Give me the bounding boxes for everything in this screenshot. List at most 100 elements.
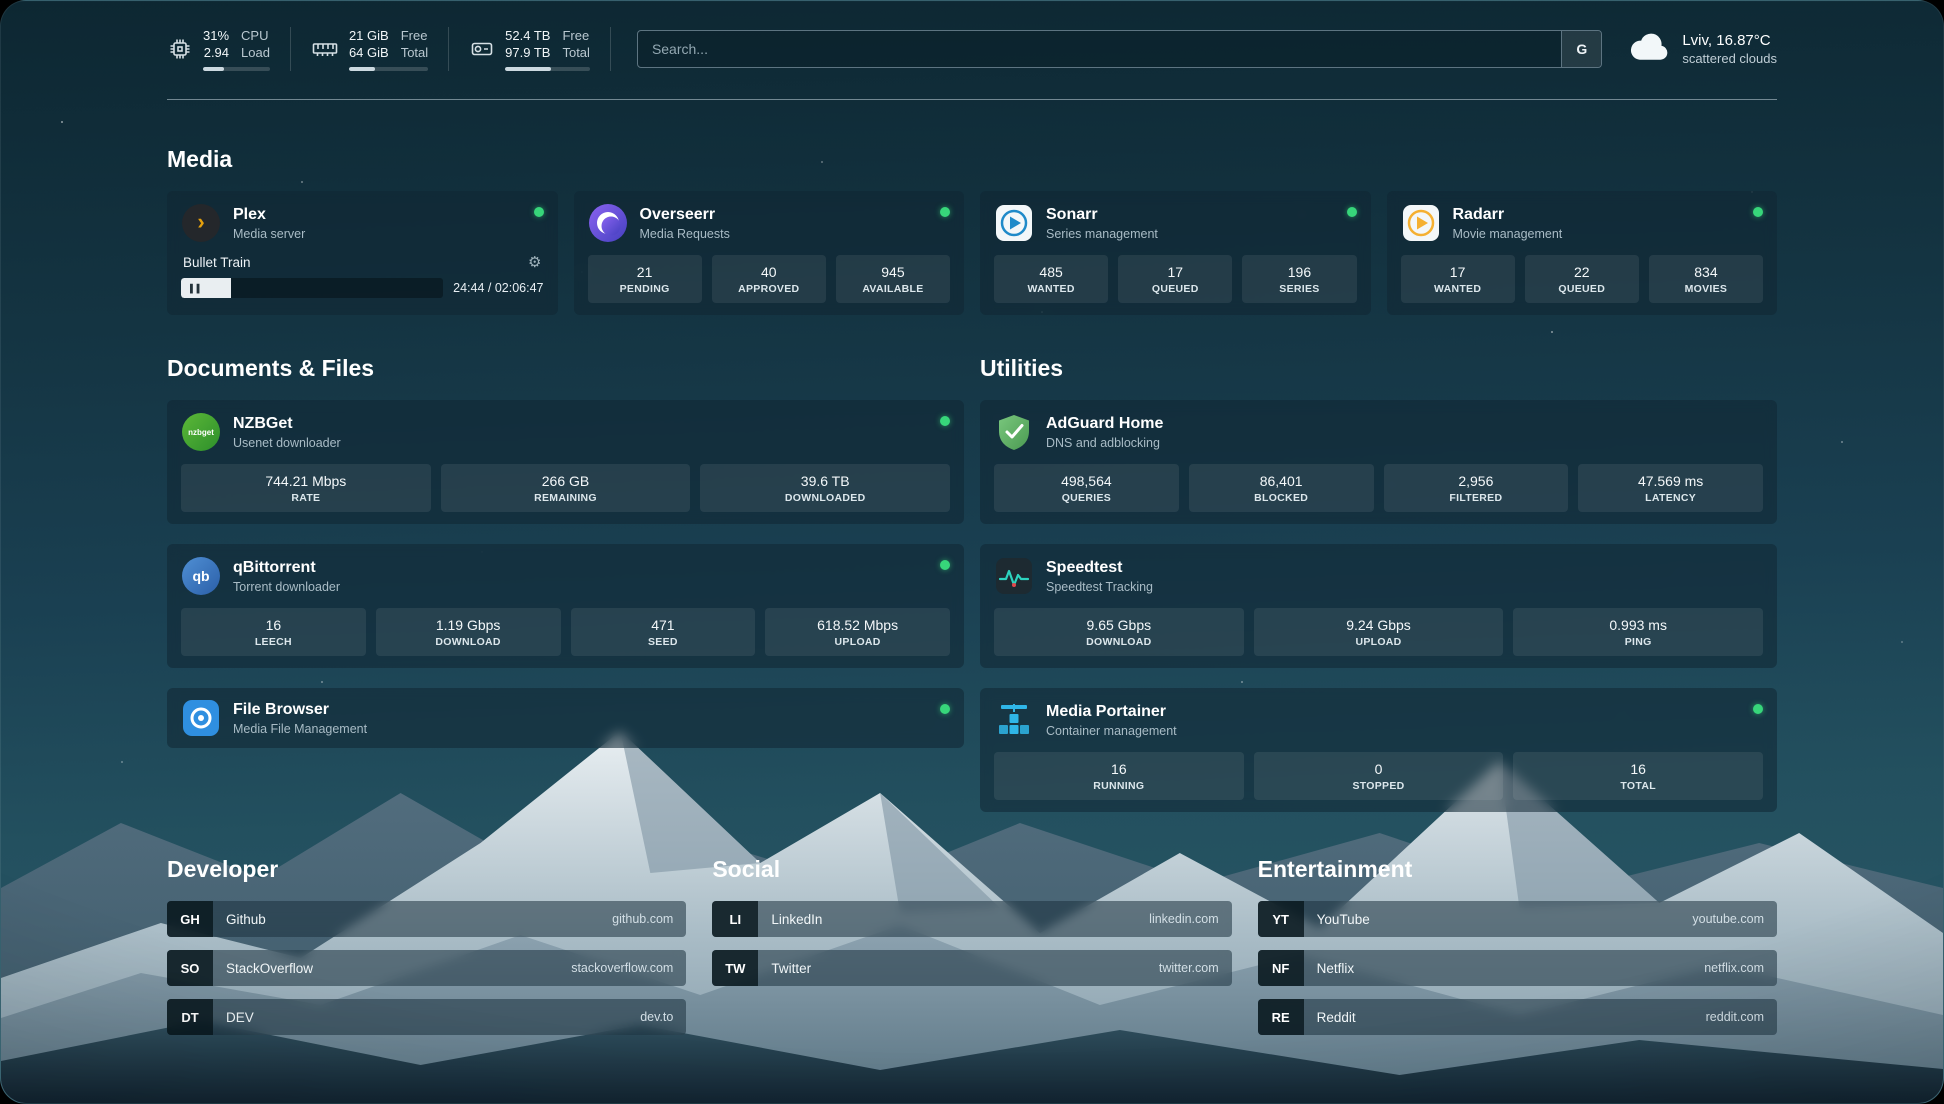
bookmark-netflix[interactable]: NF Netflix netflix.com [1257,950,1777,986]
weather-condition: scattered clouds [1682,51,1777,66]
bookmark-stackoverflow[interactable]: SO StackOverflow stackoverflow.com [167,950,687,986]
bookmark-github[interactable]: GH Github github.com [167,901,687,937]
bookmark-name: DEV [226,1009,254,1025]
stat-latency: 47.569 ms LATENCY [1578,464,1763,512]
bookmark-name: YouTube [1316,911,1370,927]
app-name-filebrowser: File Browser [233,701,330,718]
overseerr-icon [588,203,628,243]
ram-total-value: 64 GiB [348,45,389,60]
app-card-plex[interactable]: › Plex Media server Bullet Train ⚙ [167,191,558,315]
bookmark-url: youtube.com [1692,912,1764,926]
stat-queries: 498,564 QUERIES [994,464,1179,512]
app-name-portainer: Media Portainer [1046,703,1167,720]
playback-time: 24:44 / 02:06:47 [453,281,544,295]
section-social: Social LI LinkedIn linkedin.com TW Twitt… [712,856,1232,1035]
stat-ping: 0.993 ms PING [1513,608,1764,656]
cpu-percent: 31% [203,28,230,43]
bookmark-name: StackOverflow [226,960,314,976]
cpu-usage-bar [203,67,270,71]
bookmark-url: stackoverflow.com [571,961,674,975]
status-online-dot [940,416,950,426]
disk-total-value: 97.9 TB [505,45,551,60]
stat-filtered: 2,956 FILTERED [1383,464,1569,512]
app-card-qbittorrent[interactable]: qb qBittorrent Torrent downloader 16 [167,544,964,668]
bookmark-name: Reddit [1316,1009,1356,1025]
bookmark-twitter[interactable]: TW Twitter twitter.com [712,950,1232,986]
app-subtitle-speedtest: Speedtest Tracking [1046,580,1154,594]
app-subtitle-qbittorrent: Torrent downloader [233,580,341,594]
stat-available: 945 AVAILABLE [835,255,951,303]
app-card-sonarr[interactable]: Sonarr Series management 485 WANTED 17 Q… [980,191,1371,315]
stat-wanted: 17 WANTED [1400,255,1515,303]
section-developer: Developer GH Github github.com SO StackO… [167,856,687,1035]
status-online-dot [1753,207,1763,217]
app-card-overseerr[interactable]: Overseerr Media Requests 21 PENDING 40 A… [573,191,964,315]
app-card-portainer[interactable]: Media Portainer Container management 16 … [980,688,1777,812]
app-card-filebrowser[interactable]: File Browser Media File Management [167,688,964,748]
stat-download: 1.19 Gbps DOWNLOAD [375,608,561,656]
bookmark-name: Twitter [771,960,812,976]
weather-widget: Lviv, 16.87°C scattered clouds [1628,31,1777,68]
section-title-social: Social [712,856,781,882]
stat-pending: 21 PENDING [587,255,702,303]
bookmark-abbr: SO [167,950,213,986]
stat-movies: 834 MOVIES [1648,255,1764,303]
bookmark-name: Netflix [1316,960,1355,976]
stat-series: 196 SERIES [1242,255,1357,303]
adguard-icon [994,412,1034,452]
bookmark-youtube[interactable]: YT YouTube youtube.com [1257,901,1777,937]
section-title-documents: Documents & Files [167,355,375,381]
status-online-dot [940,704,950,714]
section-media: Media › Plex Media server [167,146,1777,315]
disk-usage-bar [505,67,590,71]
app-card-nzbget[interactable]: nzbget NZBGet Usenet downloader 744.21 M… [167,400,964,524]
app-card-radarr[interactable]: Radarr Movie management 17 WANTED 22 QUE… [1386,191,1777,315]
bookmark-abbr: GH [167,901,213,937]
bookmark-url: twitter.com [1158,961,1219,975]
disk-free-label: Free [562,28,590,43]
filebrowser-icon [181,698,221,738]
cpu-metric: 31% 2.94 CPU Load [167,27,291,71]
app-subtitle-radarr: Movie management [1452,227,1563,241]
disk-total-label: Total [562,45,590,60]
bookmark-dev[interactable]: DT DEV dev.to [167,999,687,1035]
bookmark-abbr: TW [712,950,759,986]
plex-player: ▌▌ 24:44 / 02:06:47 [181,278,544,298]
speedtest-icon [994,556,1034,596]
app-subtitle-overseerr: Media Requests [639,227,730,241]
app-subtitle-nzbget: Usenet downloader [233,436,341,450]
disk-icon [469,36,495,62]
topbar-divider [167,99,1777,100]
playback-progress-bar[interactable]: ▌▌ [181,278,444,298]
ram-metric: 21 GiB 64 GiB Free Total [311,27,450,71]
stat-upload: 9.24 Gbps UPLOAD [1253,608,1504,656]
ram-icon [311,36,339,62]
search-engine-button[interactable]: G [1561,31,1602,67]
bookmark-linkedin[interactable]: LI LinkedIn linkedin.com [712,901,1232,937]
status-online-dot [940,560,950,570]
app-subtitle-portainer: Container management [1046,724,1177,738]
app-name-sonarr: Sonarr [1046,206,1098,223]
now-playing-title: Bullet Train [183,255,251,270]
status-online-dot [940,207,950,217]
app-name-speedtest: Speedtest [1046,559,1123,576]
app-subtitle-sonarr: Series management [1046,227,1158,241]
app-card-speedtest[interactable]: Speedtest Speedtest Tracking 9.65 Gbps D… [980,544,1777,668]
pause-icon[interactable]: ▌▌ [190,283,204,293]
bookmark-abbr: DT [167,999,213,1035]
search-input[interactable] [636,30,1603,68]
section-utilities: Utilities [980,355,1777,812]
app-subtitle-plex: Media server [233,227,306,241]
app-name-overseerr: Overseerr [639,206,716,223]
radarr-icon [1401,203,1441,243]
gear-icon[interactable]: ⚙ [528,254,542,271]
stat-upload: 618.52 Mbps UPLOAD [765,608,950,656]
status-online-dot [1753,704,1763,714]
stat-remaining: 266 GB REMAINING [440,464,691,512]
app-card-adguard[interactable]: AdGuard Home DNS and adblocking 498,564 … [980,400,1777,524]
sonarr-icon [994,203,1034,243]
bookmark-url: reddit.com [1705,1010,1764,1024]
stat-rate: 744.21 Mbps RATE [181,464,431,512]
bookmark-reddit[interactable]: RE Reddit reddit.com [1257,999,1777,1035]
